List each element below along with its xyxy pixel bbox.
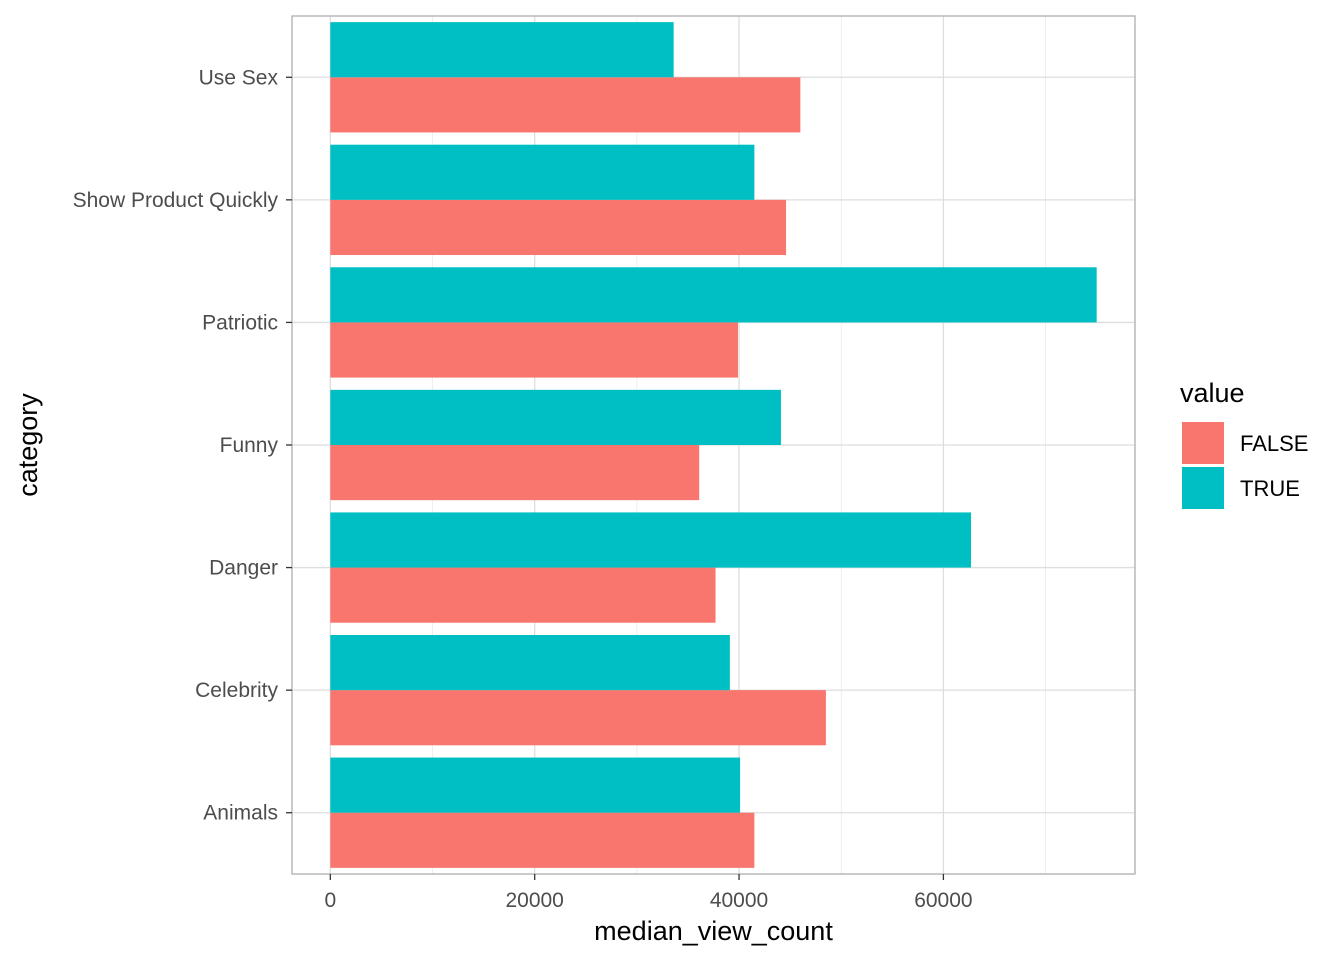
legend: value FALSE TRUE xyxy=(1180,378,1308,509)
legend-key-false xyxy=(1182,422,1224,464)
bar-animals-true xyxy=(330,757,741,813)
bar-celebrity-true xyxy=(330,634,730,691)
bar-use-sex-true xyxy=(330,22,674,78)
x-tick-label: 40000 xyxy=(710,889,768,912)
bars xyxy=(330,22,1097,868)
y-axis-title: category xyxy=(13,393,43,497)
bar-patriotic-true xyxy=(330,267,1097,323)
bar-use-sex-false xyxy=(330,77,801,133)
y-tick-label: Celebrity xyxy=(195,679,278,702)
y-tick-label: Danger xyxy=(209,557,278,580)
y-tick-label: Funny xyxy=(220,434,279,457)
x-tick-label: 60000 xyxy=(914,889,972,912)
bar-danger-false xyxy=(330,567,716,623)
bar-show-product-quickly-false xyxy=(330,199,787,256)
bar-funny-true xyxy=(330,389,781,445)
x-axis-title: median_view_count xyxy=(594,916,833,946)
bar-danger-true xyxy=(330,512,971,568)
y-tick-label: Patriotic xyxy=(202,311,278,334)
legend-title: value xyxy=(1180,378,1245,408)
legend-key-true xyxy=(1182,467,1224,509)
bar-show-product-quickly-true xyxy=(330,144,755,200)
bar-animals-false xyxy=(330,812,755,868)
x-tick-label: 20000 xyxy=(505,889,563,912)
y-tick-label: Animals xyxy=(203,802,278,825)
y-tick-label: Show Product Quickly xyxy=(73,189,279,212)
legend-label-false: FALSE xyxy=(1240,431,1308,456)
bar-funny-false xyxy=(330,445,700,501)
bar-celebrity-false xyxy=(330,690,826,746)
bar-patriotic-false xyxy=(330,322,739,378)
axis-ticks: 0 20000 40000 60000 Animals Celebrity Danger Fu… xyxy=(73,66,973,912)
y-tick-label: Use Sex xyxy=(199,66,279,89)
legend-label-true: TRUE xyxy=(1240,476,1300,501)
x-tick-label: 0 xyxy=(324,889,336,912)
